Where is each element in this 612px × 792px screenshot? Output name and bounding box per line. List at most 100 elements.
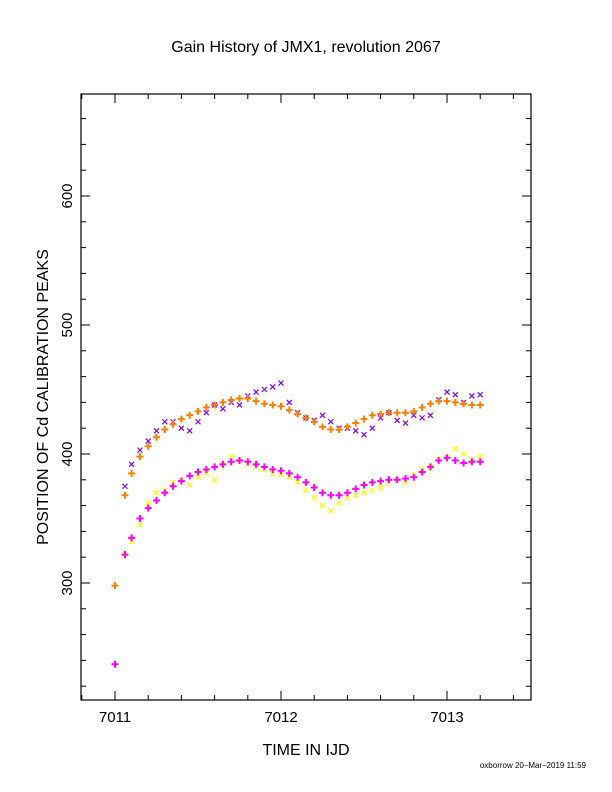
data-point <box>377 477 385 485</box>
y-tick-labels: 300 400 500 600 <box>59 183 76 595</box>
data-point <box>319 412 326 419</box>
data-point <box>294 410 302 418</box>
data-point <box>377 414 384 421</box>
data-point <box>260 463 268 471</box>
data-point <box>477 453 484 460</box>
data-point <box>111 660 119 668</box>
data-point <box>310 484 318 492</box>
data-point <box>319 502 326 509</box>
data-point <box>435 456 443 464</box>
data-point <box>385 476 393 484</box>
data-point <box>285 406 293 414</box>
data-point <box>252 460 260 468</box>
data-point <box>402 475 409 483</box>
data-point <box>194 407 202 415</box>
x-tick-label-2: 7013 <box>430 709 463 726</box>
data-point <box>202 404 210 412</box>
data-point <box>269 383 276 390</box>
data-point <box>402 409 409 417</box>
series-1 <box>122 445 484 558</box>
data-point <box>327 425 335 433</box>
data-point <box>343 489 351 497</box>
data-point <box>327 507 334 514</box>
data-point <box>476 401 484 409</box>
data-point <box>269 401 277 409</box>
data-point <box>128 461 135 468</box>
x-axis-label: TIME IN IJD <box>262 742 349 759</box>
data-point <box>153 489 160 496</box>
data-point <box>286 399 293 406</box>
data-point <box>327 418 334 425</box>
data-point <box>211 476 218 483</box>
data-point <box>186 411 194 419</box>
data-point <box>203 470 210 477</box>
data-point <box>260 400 268 408</box>
data-point <box>277 402 285 410</box>
data-point <box>177 477 185 485</box>
data-point <box>426 400 434 408</box>
data-point <box>418 404 426 412</box>
data-point <box>443 397 451 405</box>
data-point <box>451 398 459 406</box>
data-point <box>435 397 443 405</box>
data-point <box>202 465 210 473</box>
data-point <box>236 402 243 408</box>
data-point <box>427 412 434 419</box>
data-point <box>227 396 235 404</box>
data-point <box>269 465 277 473</box>
data-point <box>227 458 235 466</box>
data-point <box>153 496 160 504</box>
data-point <box>460 459 468 467</box>
data-point <box>244 458 252 466</box>
y-axis-label: POSITION OF Cd CALIBRATION PEAKS <box>35 249 52 545</box>
data-point <box>219 398 227 406</box>
x-tick-label-1: 7012 <box>264 709 297 726</box>
data-point <box>153 433 160 441</box>
data-point <box>128 538 135 545</box>
series-layer <box>111 380 484 668</box>
data-point <box>319 489 326 497</box>
data-point <box>327 491 335 499</box>
data-point <box>336 500 343 506</box>
data-point <box>177 415 185 423</box>
data-point <box>385 409 393 417</box>
data-point <box>393 476 401 484</box>
data-point <box>361 431 367 438</box>
data-point <box>186 472 194 480</box>
data-point <box>128 469 136 477</box>
data-point <box>477 391 484 398</box>
data-point <box>161 425 169 433</box>
data-point <box>252 397 260 405</box>
data-point <box>122 483 128 490</box>
data-point <box>360 481 368 489</box>
data-point <box>121 491 129 499</box>
series-2 <box>111 395 484 590</box>
data-point <box>278 471 284 478</box>
data-point <box>426 463 434 471</box>
x-tick-labels: 7011 7012 7013 <box>99 709 464 726</box>
data-point <box>186 482 193 488</box>
series-0 <box>122 380 484 490</box>
data-point <box>410 473 418 481</box>
data-point <box>360 415 368 423</box>
data-point <box>211 401 219 409</box>
data-point <box>343 423 351 431</box>
data-point <box>402 420 409 426</box>
data-point <box>269 470 276 477</box>
data-point <box>294 473 302 481</box>
y-tick-label-300: 300 <box>59 570 76 595</box>
data-point <box>302 414 310 422</box>
data-point <box>335 491 343 499</box>
data-point <box>136 515 144 522</box>
data-point <box>310 418 318 426</box>
data-point <box>418 468 426 476</box>
data-point <box>145 500 152 506</box>
data-point <box>352 427 359 434</box>
data-point <box>444 389 450 396</box>
data-point <box>311 494 318 501</box>
data-point <box>460 400 468 408</box>
data-point <box>468 401 476 409</box>
data-point <box>451 456 459 464</box>
data-point <box>377 410 385 418</box>
